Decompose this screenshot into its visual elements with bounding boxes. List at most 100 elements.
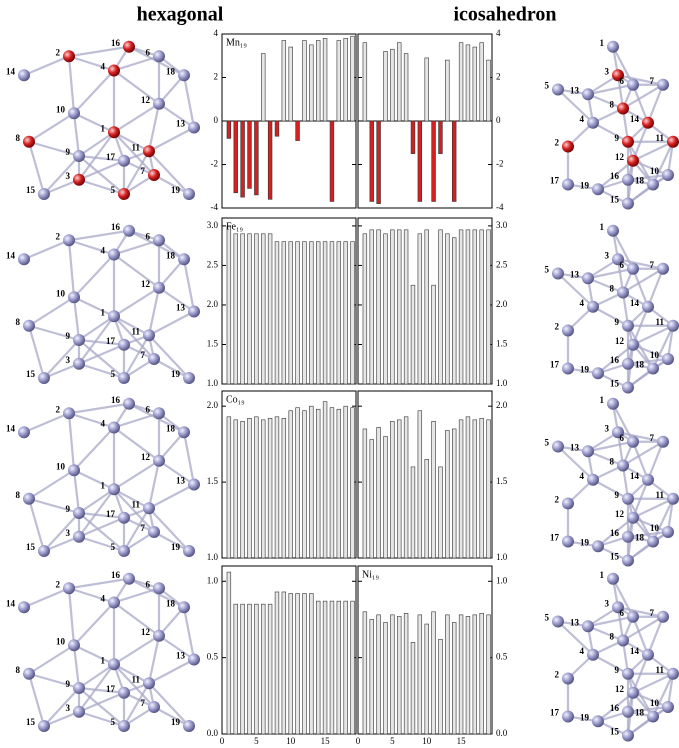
bar — [337, 242, 341, 384]
bar — [466, 230, 470, 384]
atom-label: 17 — [106, 152, 116, 162]
atom — [178, 601, 190, 613]
bond — [114, 255, 159, 288]
atom-label: 3 — [605, 423, 610, 433]
bar — [370, 440, 374, 558]
atom — [562, 673, 574, 685]
y-tick-label: 1.0 — [496, 575, 508, 585]
bond — [79, 688, 124, 726]
bond — [29, 499, 79, 513]
atom — [647, 179, 659, 191]
atom-label: 11 — [131, 499, 140, 509]
atom — [582, 445, 594, 457]
bar — [452, 121, 456, 201]
y-tick-label: 2.5 — [207, 259, 219, 269]
atom-label: 19 — [580, 364, 590, 374]
atom-label: 5 — [111, 369, 116, 379]
bar — [275, 121, 279, 136]
bar — [248, 418, 252, 558]
bar — [432, 285, 436, 384]
bar — [445, 615, 449, 734]
bar — [227, 417, 231, 558]
y-tick-label: 2.5 — [496, 259, 508, 269]
bar — [303, 41, 307, 121]
bar — [227, 226, 231, 384]
bar — [330, 121, 334, 201]
atom-label: 14 — [6, 66, 16, 76]
bond — [149, 485, 194, 509]
atom-label: 18 — [166, 598, 176, 608]
y-tick-label: 4 — [496, 28, 501, 38]
y-tick-label: 1.0 — [207, 552, 219, 562]
atom — [63, 407, 75, 419]
bar — [330, 242, 334, 384]
atom-label: 14 — [6, 598, 16, 608]
bond — [114, 428, 159, 461]
atom — [73, 706, 85, 718]
atom — [153, 50, 165, 62]
atom-label: 15 — [610, 379, 620, 389]
atom — [18, 69, 30, 81]
bar — [323, 601, 327, 734]
bar — [261, 420, 265, 558]
bar — [296, 242, 300, 384]
bond — [44, 340, 79, 378]
atom — [73, 531, 85, 543]
chart-title: Mn₁₉ — [226, 37, 247, 48]
bond — [69, 413, 114, 427]
bar — [384, 623, 388, 734]
bond — [69, 56, 114, 70]
x-tick-label: 10 — [422, 736, 432, 746]
atom-label: 5 — [545, 265, 550, 275]
header-right: icosahedron — [454, 4, 557, 26]
atom — [73, 682, 85, 694]
atom — [118, 155, 130, 167]
bond — [74, 470, 79, 513]
atom-label: 15 — [26, 542, 36, 552]
atom-label: 16 — [610, 355, 620, 365]
atom — [123, 225, 135, 237]
atom — [627, 512, 639, 524]
bond — [74, 470, 114, 489]
atom-label: 10 — [650, 350, 660, 360]
atom-label: 12 — [141, 627, 151, 637]
bond — [69, 579, 129, 589]
atom-label: 5 — [111, 185, 116, 195]
atom-label: 18 — [635, 533, 645, 543]
bar — [344, 406, 348, 558]
bar — [459, 43, 463, 121]
bar — [390, 421, 394, 558]
atom — [188, 479, 200, 491]
atom — [627, 263, 639, 275]
atom-label: 19 — [171, 369, 181, 379]
bond — [74, 603, 114, 646]
atom-label: 4 — [101, 594, 106, 604]
bar — [473, 420, 477, 558]
y-tick-label: -2 — [211, 159, 219, 169]
atom — [118, 512, 130, 524]
bar — [425, 58, 429, 121]
atom — [143, 502, 155, 514]
bar — [289, 47, 293, 121]
atom-label: 13 — [570, 442, 580, 452]
bond — [74, 297, 114, 316]
atom — [627, 611, 639, 623]
atom — [627, 79, 639, 91]
bond — [114, 461, 159, 490]
atom — [143, 329, 155, 341]
atom-label: 4 — [101, 246, 106, 256]
atom-label: 10 — [56, 461, 66, 471]
bond — [149, 104, 159, 152]
bar — [432, 421, 436, 558]
atom-label: 18 — [635, 176, 645, 186]
bar — [432, 612, 436, 734]
bond — [69, 588, 114, 602]
y-tick-label: 0.5 — [496, 652, 508, 662]
atom — [23, 493, 35, 505]
atom — [617, 635, 629, 647]
bar — [241, 604, 245, 734]
figure: hexagonal icosahedron -4-2024Mn₁₉-4-2024… — [0, 0, 679, 748]
atom-label: 9 — [66, 504, 71, 514]
atom — [662, 353, 674, 365]
bar — [418, 234, 422, 384]
